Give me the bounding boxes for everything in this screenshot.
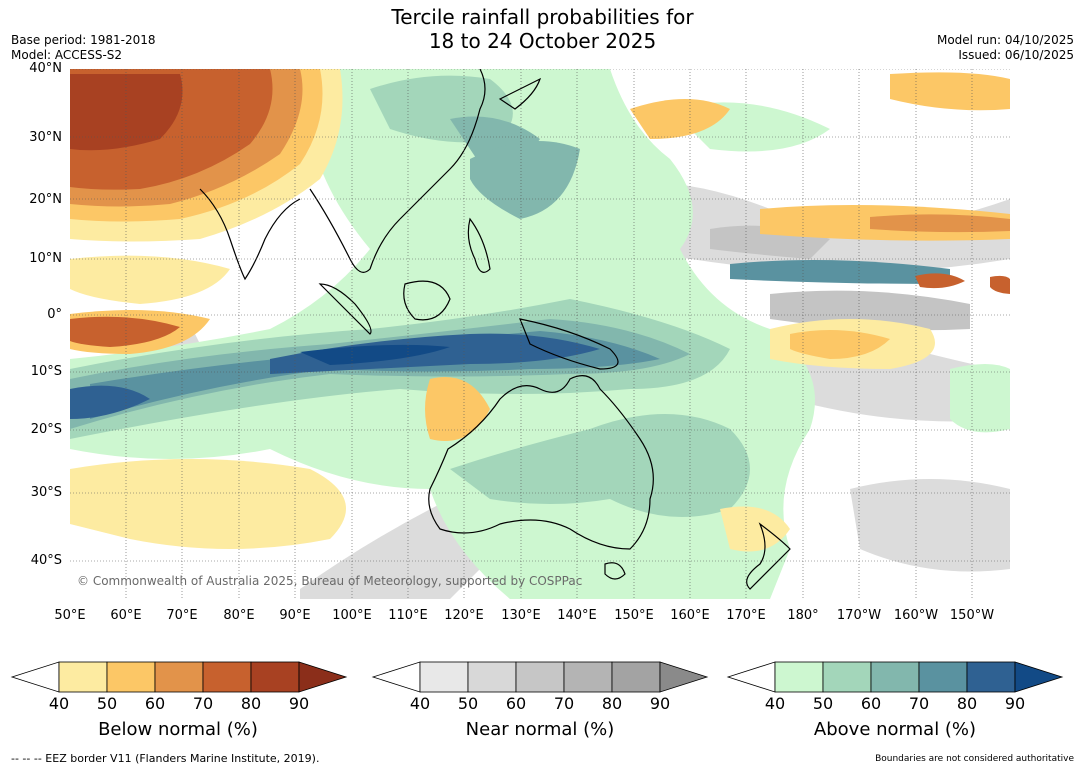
rainfall-probability-map xyxy=(70,69,1010,599)
lon-label: 130°E xyxy=(501,608,541,623)
lon-label: 170°W xyxy=(836,608,882,623)
lon-label: 110°E xyxy=(388,608,428,623)
base-period-text: Base period: 1981-2018 xyxy=(11,33,156,47)
cb-tick-above: 40 xyxy=(764,694,786,713)
lon-label: 50°E xyxy=(54,608,86,623)
borneo-outline xyxy=(403,280,451,321)
india-outline xyxy=(199,188,301,281)
japan-outline xyxy=(498,77,542,110)
cb-tick-near: 40 xyxy=(409,694,431,713)
cb-tick-above: 80 xyxy=(956,694,978,713)
cb-tick-below: 70 xyxy=(192,694,214,713)
indochina-outline xyxy=(309,188,401,273)
below-normal-label: Below normal (%) xyxy=(98,719,258,740)
china-coast xyxy=(399,69,486,220)
lat-label: 20°S xyxy=(30,422,62,437)
lon-label: 100°E xyxy=(332,608,372,623)
cb-tick-above: 70 xyxy=(908,694,930,713)
lon-label: 140°E xyxy=(557,608,597,623)
cb-tick-below: 40 xyxy=(48,694,70,713)
colorbar-below xyxy=(10,661,348,693)
cb-tick-below: 50 xyxy=(96,694,118,713)
lat-label: 40°S xyxy=(30,553,62,568)
cb-tick-near: 70 xyxy=(553,694,575,713)
lat-label: 0° xyxy=(47,307,62,322)
lat-label: 30°S xyxy=(30,485,62,500)
colorbar-above xyxy=(726,661,1064,693)
cb-tick-above: 50 xyxy=(812,694,834,713)
lat-label: 10°N xyxy=(29,251,62,266)
lon-label: 70°E xyxy=(166,608,198,623)
lat-label: 30°N xyxy=(29,130,62,145)
tasmania-outline xyxy=(604,562,626,580)
below-normal-areas xyxy=(70,69,1010,552)
philippines-outline xyxy=(467,217,491,273)
cb-tick-below: 60 xyxy=(144,694,166,713)
issued-text: Issued: 06/10/2025 xyxy=(958,48,1074,62)
lon-label: 120°E xyxy=(444,608,484,623)
map-title: Tercile rainfall probabilities for 18 to… xyxy=(0,5,1085,53)
lon-label: 80°E xyxy=(223,608,255,623)
title-line-1: Tercile rainfall probabilities for xyxy=(391,5,694,29)
near-normal-label: Near normal (%) xyxy=(465,719,615,740)
cb-tick-near: 80 xyxy=(601,694,623,713)
cb-tick-near: 60 xyxy=(505,694,527,713)
cb-tick-above: 90 xyxy=(1004,694,1026,713)
title-line-2: 18 to 24 October 2025 xyxy=(428,29,657,53)
cb-tick-near: 90 xyxy=(649,694,671,713)
cb-tick-below: 80 xyxy=(240,694,262,713)
cb-tick-near: 50 xyxy=(457,694,479,713)
graticule xyxy=(70,69,1010,599)
lon-label: 60°E xyxy=(110,608,142,623)
australia-outline xyxy=(428,375,654,550)
cb-tick-above: 60 xyxy=(860,694,882,713)
lat-label: 40°N xyxy=(29,61,62,76)
boundary-note: Boundaries are not considered authoritat… xyxy=(875,754,1074,764)
lat-label: 20°N xyxy=(29,192,62,207)
above-normal-label: Above normal (%) xyxy=(813,719,977,740)
model-text: Model: ACCESS-S2 xyxy=(11,48,123,62)
lon-label: 180° xyxy=(787,608,819,623)
lon-label: 150°W xyxy=(949,608,995,623)
colorbars xyxy=(10,661,1064,693)
copyright-text: © Commonwealth of Australia 2025, Bureau… xyxy=(77,574,583,588)
cb-tick-below: 90 xyxy=(288,694,310,713)
new-guinea-outline xyxy=(519,318,619,370)
lon-label: 90°E xyxy=(279,608,311,623)
colorbar-near xyxy=(371,661,709,693)
lon-label: 150°E xyxy=(614,608,654,623)
coastlines xyxy=(199,69,791,590)
lon-label: 160°W xyxy=(893,608,939,623)
lon-label: 160°E xyxy=(670,608,710,623)
lat-label: 10°S xyxy=(30,364,62,379)
model-run-text: Model run: 04/10/2025 xyxy=(936,33,1074,47)
lon-label: 170°E xyxy=(726,608,766,623)
eez-note: -- -- -- EEZ border V11 (Flanders Marine… xyxy=(11,752,320,765)
sumatra-outline xyxy=(318,283,372,335)
new-zealand-outline xyxy=(746,522,791,590)
